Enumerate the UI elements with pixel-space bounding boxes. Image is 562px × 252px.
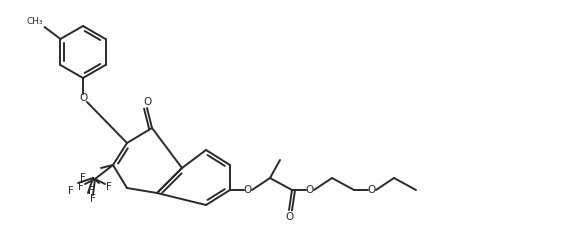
Text: O: O [143,97,151,107]
Text: O: O [244,185,252,195]
Text: F: F [88,186,94,196]
Text: F: F [90,194,96,204]
Text: F: F [80,173,86,183]
Text: F: F [78,182,84,192]
Text: O: O [79,93,87,103]
Text: O: O [368,185,376,195]
Text: F: F [68,186,74,196]
Text: F: F [106,182,112,192]
Text: O: O [285,212,293,222]
Text: O: O [306,185,314,195]
Text: CH₃: CH₃ [27,17,43,26]
